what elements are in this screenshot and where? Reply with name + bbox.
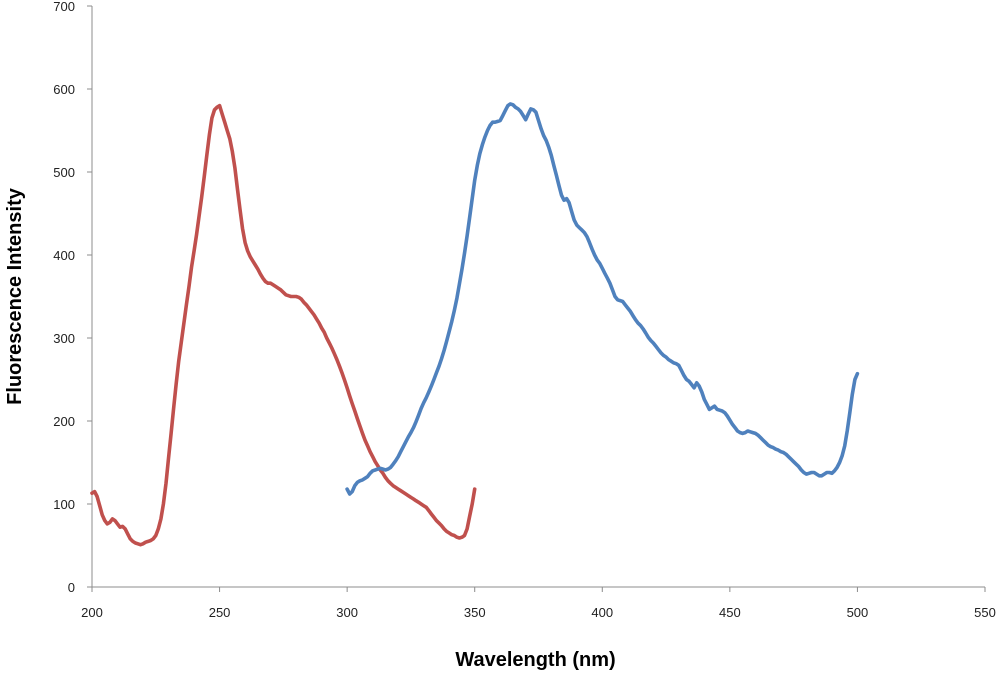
y-axis-ticks: 0 100 200 300 400 500 600 700 — [53, 0, 92, 595]
y-tick-label: 100 — [53, 497, 75, 512]
x-axis-title: Wavelength (nm) — [455, 649, 615, 671]
y-tick-label: 500 — [53, 165, 75, 180]
y-tick-label: 400 — [53, 248, 75, 263]
y-tick-label: 300 — [53, 331, 75, 346]
y-tick-label: 700 — [53, 0, 75, 14]
y-tick-label: 200 — [53, 414, 75, 429]
series-line-1 — [90, 103, 477, 547]
axes: 0 100 200 300 400 500 600 700 200 250 300 350 400 45… — [53, 0, 996, 620]
y-tick-label: 0 — [68, 580, 75, 595]
x-tick-label: 450 — [719, 605, 741, 620]
series-layer — [90, 102, 860, 547]
y-tick-label: 600 — [53, 82, 75, 97]
x-tick-label: 500 — [847, 605, 869, 620]
series-line-2 — [345, 102, 860, 496]
x-tick-label: 400 — [591, 605, 613, 620]
y-axis-title: Fluorescence Intensity — [4, 187, 26, 405]
x-tick-label: 550 — [974, 605, 996, 620]
x-axis-ticks: 200 250 300 350 400 450 500 550 — [81, 587, 996, 620]
x-tick-label: 300 — [336, 605, 358, 620]
x-tick-label: 200 — [81, 605, 103, 620]
x-tick-label: 250 — [209, 605, 231, 620]
x-tick-label: 350 — [464, 605, 486, 620]
